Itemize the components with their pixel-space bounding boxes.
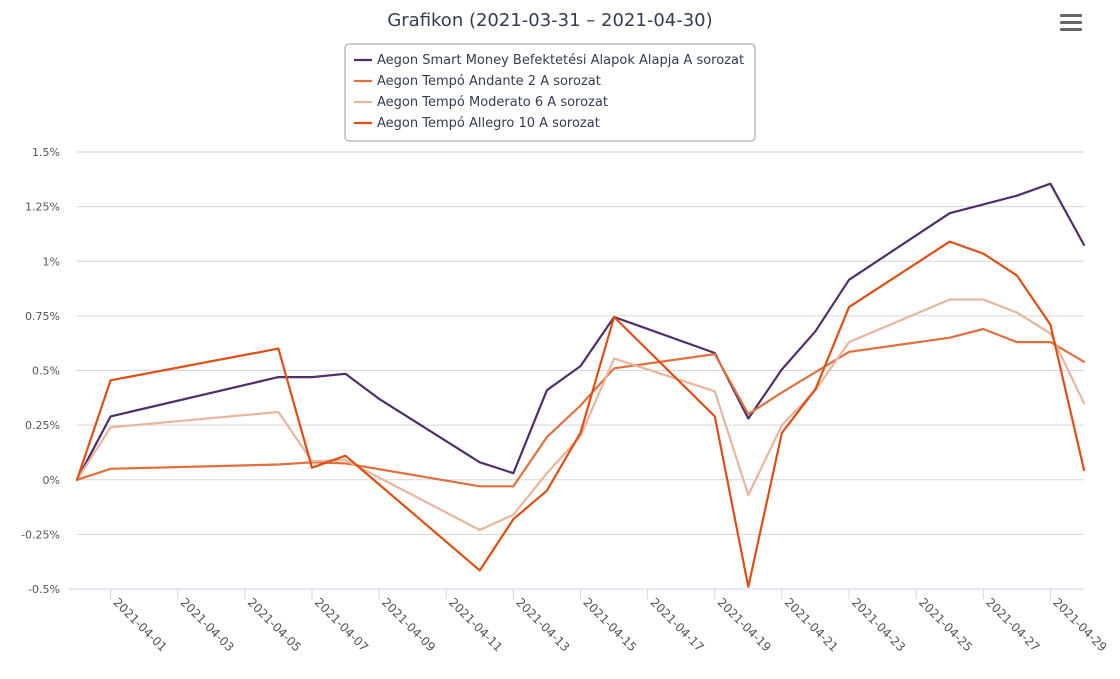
x-tick-label: 2021-04-11 bbox=[446, 595, 505, 654]
y-tick-label: 1.5% bbox=[32, 146, 60, 159]
y-axis-ticks: 1.5% 1.25% 1% 0.75% 0.5% 0.25% 0% -0.25% -0.5% bbox=[21, 146, 60, 596]
hamburger-menu-icon[interactable] bbox=[1060, 14, 1082, 32]
y-tick-label: 1% bbox=[43, 255, 60, 268]
x-tick-label: 2021-04-13 bbox=[513, 595, 572, 654]
x-tick-label: 2021-04-19 bbox=[715, 595, 774, 654]
y-tick-label: 0.25% bbox=[25, 419, 60, 432]
legend-label-1: Aegon Tempó Andante 2 A sorozat bbox=[377, 74, 601, 89]
legend-label-3: Aegon Tempó Allegro 10 A sorozat bbox=[377, 116, 600, 131]
x-tick-label: 2021-04-09 bbox=[379, 595, 438, 654]
x-tick-label: 2021-04-29 bbox=[1050, 595, 1109, 654]
y-tick-label: 1.25% bbox=[25, 201, 60, 214]
y-tick-label: 0.5% bbox=[32, 365, 60, 378]
chart-title: Grafikon (2021-03-31 – 2021-04-30) bbox=[387, 10, 712, 31]
x-axis: 2021-04-01 2021-04-03 2021-04-05 2021-04-07… bbox=[69, 588, 1110, 654]
legend-box bbox=[344, 43, 756, 142]
y-tick-label: 0% bbox=[43, 474, 60, 487]
legend-item-1[interactable]: Aegon Tempó Andante 2 A sorozat bbox=[354, 74, 601, 89]
series-line-2[interactable] bbox=[75, 298, 1086, 532]
x-tick-label: 2021-04-01 bbox=[110, 595, 169, 654]
x-tick-label: 2021-04-25 bbox=[916, 595, 975, 654]
legend: Aegon Smart Money Befektetési Alapok Ala… bbox=[344, 43, 756, 142]
legend-item-0[interactable]: Aegon Smart Money Befektetési Alapok Ala… bbox=[354, 53, 744, 68]
x-tick-label: 2021-04-07 bbox=[312, 595, 371, 654]
legend-item-3[interactable]: Aegon Tempó Allegro 10 A sorozat bbox=[354, 116, 600, 131]
series-lines bbox=[75, 182, 1086, 588]
series-line-3[interactable] bbox=[75, 240, 1086, 588]
legend-item-2[interactable]: Aegon Tempó Moderato 6 A sorozat bbox=[354, 95, 608, 110]
x-tick-label: 2021-04-21 bbox=[782, 595, 841, 654]
y-tick-label: -0.25% bbox=[21, 528, 60, 541]
legend-label-2: Aegon Tempó Moderato 6 A sorozat bbox=[377, 95, 608, 110]
x-tick-label: 2021-04-03 bbox=[178, 595, 237, 654]
x-tick-label: 2021-04-15 bbox=[580, 595, 639, 654]
series-line-1[interactable] bbox=[75, 327, 1086, 488]
legend-label-0: Aegon Smart Money Befektetési Alapok Ala… bbox=[377, 53, 744, 68]
grid bbox=[77, 151, 1084, 590]
x-tick-label: 2021-04-05 bbox=[245, 595, 304, 654]
y-tick-label: -0.5% bbox=[28, 583, 60, 596]
x-tick-label: 2021-04-17 bbox=[648, 595, 707, 654]
x-tick-label: 2021-04-23 bbox=[849, 595, 908, 654]
x-tick-label: 2021-04-27 bbox=[983, 595, 1042, 654]
y-tick-label: 0.75% bbox=[25, 310, 60, 323]
